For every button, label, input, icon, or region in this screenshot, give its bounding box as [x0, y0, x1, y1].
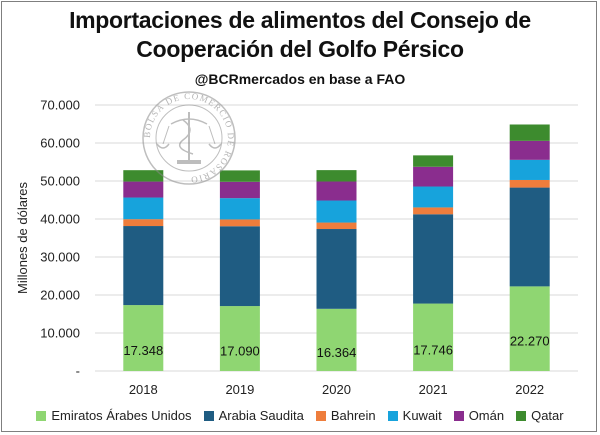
data-label: 17.746	[413, 342, 453, 357]
bar-segment	[413, 166, 454, 187]
legend-label: Arabia Saudita	[218, 408, 304, 423]
legend-item: Emiratos Árabes Unidos	[36, 408, 192, 423]
chart-title: Importaciones de alimentos del Consejo d…	[0, 6, 600, 64]
bar-segment	[413, 207, 454, 215]
bar-segment	[316, 308, 357, 371]
legend-label: Kuwait	[402, 408, 442, 423]
bar-segment	[219, 226, 260, 307]
y-axis-title: Millones de dólares	[15, 182, 30, 295]
data-label: 17.090	[220, 344, 260, 359]
legend: Emiratos Árabes Unidos Arabia Saudita Bahr…	[0, 408, 600, 423]
bar-segment	[123, 305, 164, 371]
data-label: 22.270	[510, 334, 550, 349]
bar-segment	[509, 286, 550, 371]
legend-swatch	[315, 410, 326, 421]
bar-segment	[316, 170, 357, 182]
bar-segment	[123, 226, 164, 306]
legend-item: Arabia Saudita	[203, 408, 304, 423]
x-tick-label: 2018	[129, 382, 158, 397]
bar-segment	[316, 229, 357, 309]
y-tick-label: 20.000	[40, 288, 80, 303]
bar-segment	[123, 181, 164, 198]
bar-segment	[509, 187, 550, 287]
legend-item: Qatar	[516, 408, 564, 423]
data-label: 16.364	[317, 345, 357, 360]
bar-segment	[123, 170, 164, 182]
y-tick-label: 40.000	[40, 212, 80, 227]
x-tick-label: 2019	[225, 382, 254, 397]
chart-title-line-1: Importaciones de alimentos del Consejo d…	[69, 7, 531, 33]
x-tick-label: 2021	[419, 382, 448, 397]
bar-segment	[509, 179, 550, 188]
bar-segment	[509, 140, 550, 160]
legend-label: Bahrein	[330, 408, 376, 423]
bar-segment	[316, 200, 357, 223]
watermark-seal: BOLSA DE COMERCIO DE ROSARIO	[142, 91, 236, 185]
legend-swatch	[36, 410, 47, 421]
bar-segment	[413, 303, 454, 371]
legend-item: Omán	[453, 408, 505, 423]
chart-title-line-2: Cooperación del Golfo Pérsico	[136, 36, 464, 62]
bar-segment	[509, 124, 550, 141]
y-tick-label: 60.000	[40, 136, 80, 151]
data-labels: 17.348 17.090 16.364 17.746 22.270	[123, 334, 549, 360]
y-tick-label: 50.000	[40, 174, 80, 189]
chart-subtitle: @BCRmercados en base a FAO	[194, 71, 406, 87]
legend-item: Kuwait	[387, 408, 442, 423]
legend-swatch	[387, 410, 398, 421]
bars	[123, 124, 550, 371]
bar-segment	[123, 197, 164, 220]
legend-swatch	[453, 410, 464, 421]
bar-segment	[219, 219, 260, 227]
x-tick-label: 2020	[322, 382, 351, 397]
legend-item: Bahrein	[315, 408, 376, 423]
bar-segment	[413, 155, 454, 167]
y-tick-label: 10.000	[40, 326, 80, 341]
legend-label: Qatar	[531, 408, 564, 423]
y-axis-ticks: - 10.000 20.000 30.000 40.000 50.000 60.000 70.…	[40, 98, 80, 379]
bar-segment	[219, 181, 260, 199]
bar-segment	[509, 159, 550, 180]
y-tick-label: 70.000	[40, 98, 80, 113]
bar-segment	[219, 170, 260, 182]
bar-segment	[219, 306, 260, 371]
legend-label: Omán	[468, 408, 505, 423]
bar-segment	[413, 186, 454, 208]
bar-segment	[219, 198, 260, 220]
bar-segment	[316, 181, 357, 201]
y-tick-label: -	[76, 364, 80, 379]
legend-swatch	[203, 410, 214, 421]
bar-segment	[316, 222, 357, 230]
x-axis-ticks: 2018 2019 2020 2021 2022	[129, 382, 544, 397]
x-tick-label: 2022	[515, 382, 544, 397]
y-tick-label: 30.000	[40, 250, 80, 265]
data-label: 17.348	[123, 343, 163, 358]
bar-segment	[413, 214, 454, 304]
legend-label: Emiratos Árabes Unidos	[51, 408, 192, 423]
legend-swatch	[516, 410, 527, 421]
bar-segment	[123, 219, 164, 227]
